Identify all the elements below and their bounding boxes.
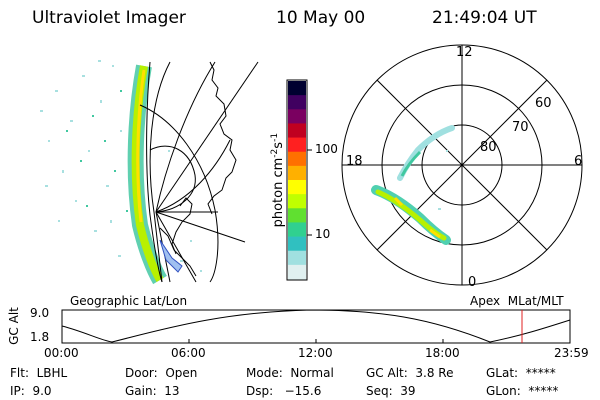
colorbar-cell <box>288 109 306 124</box>
colorbar-cell <box>288 264 306 280</box>
colorbar-cell <box>288 123 306 139</box>
x-tick-label-3: 18:00 <box>425 346 460 360</box>
colorbar-cell <box>288 194 306 209</box>
altitude-y-bottom: 1.8 <box>30 330 50 344</box>
polar-plot <box>341 44 583 286</box>
glat-info: GLat: ***** <box>486 366 556 380</box>
polar-aurora <box>371 125 455 245</box>
altitude-curve <box>61 309 571 343</box>
colorbar-cell <box>288 95 306 110</box>
geographic-grid <box>139 61 259 283</box>
mlt-18-label: 18 <box>346 154 363 169</box>
altitude-plot <box>61 309 571 344</box>
geographic-caption: Geographic Lat/Lon <box>70 294 188 308</box>
colorbar-cell <box>288 236 306 252</box>
colorbar-tick-100: 100 <box>315 142 338 156</box>
colorbar-cell <box>288 208 306 223</box>
x-tick-label-4: 23:59 <box>554 346 589 360</box>
dsp-info: Dsp: −15.6 <box>246 384 322 398</box>
aurora-arc-core <box>136 69 146 223</box>
blue-feature <box>159 239 183 273</box>
colorbar-cell <box>288 165 306 181</box>
colorbar-cell <box>288 151 306 167</box>
colorbar-cell <box>288 81 306 96</box>
colorbar-cell <box>288 180 306 195</box>
mlt-6-label: 6 <box>574 154 583 169</box>
altitude-y-top: 9.0 <box>30 306 50 320</box>
glon-info: GLon: ***** <box>486 384 559 398</box>
door-info: Door: Open <box>125 366 198 380</box>
x-tick-label-1: 06:00 <box>171 346 206 360</box>
colorbar-cell <box>288 222 306 238</box>
app-title: Ultraviolet Imager <box>32 8 186 28</box>
colorbar <box>286 79 312 281</box>
colorbar-cell <box>288 137 306 153</box>
geographic-image-panel <box>40 60 259 285</box>
apex-caption: Apex MLat/MLT <box>470 294 564 308</box>
colorbar-cell <box>288 250 306 266</box>
ip-info: IP: 9.0 <box>10 384 52 398</box>
seq-info: Seq: 39 <box>366 384 416 398</box>
background-speckle <box>40 60 202 272</box>
x-axis-ticks <box>61 339 571 343</box>
lat-60-label: 60 <box>535 96 552 111</box>
coastlines <box>159 61 237 277</box>
date-label: 10 May 00 <box>276 8 366 28</box>
colorbar-tick-10: 10 <box>315 227 331 241</box>
x-tick-label-2: 12:00 <box>298 346 333 360</box>
x-tick-label-0: 00:00 <box>44 346 79 360</box>
gc-alt-info: GC Alt: 3.8 Re <box>366 366 454 380</box>
time-label: 21:49:04 UT <box>432 8 537 28</box>
filter-info: Flt: LBHL <box>10 366 68 380</box>
mode-info: Mode: Normal <box>246 366 334 380</box>
gain-info: Gain: 13 <box>125 384 180 398</box>
mlt-0-label: 0 <box>468 275 477 290</box>
lat-80-label: 80 <box>480 140 497 155</box>
aurora-speckle <box>66 90 128 212</box>
mlt-12-label: 12 <box>456 45 473 60</box>
lat-70-label: 70 <box>512 120 529 135</box>
